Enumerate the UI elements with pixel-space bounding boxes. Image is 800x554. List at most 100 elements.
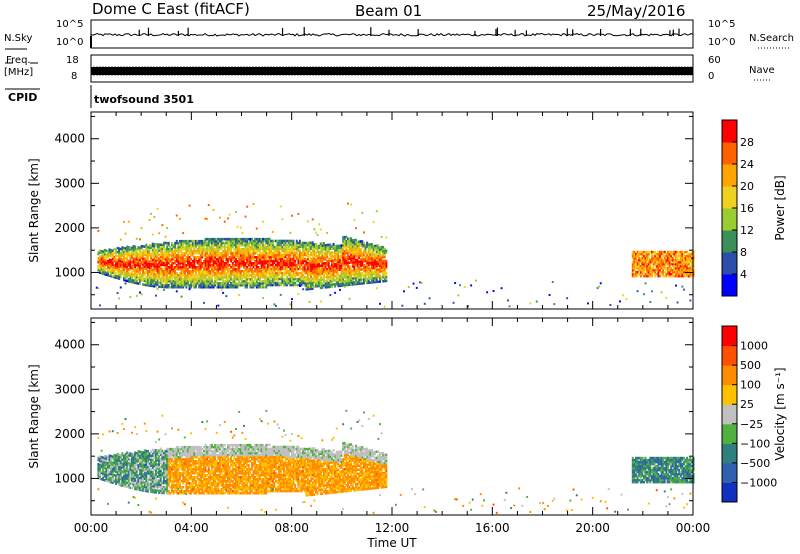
data-cell <box>150 456 153 459</box>
data-cell <box>339 264 341 267</box>
data-cell <box>145 247 148 251</box>
data-cell <box>134 249 137 252</box>
data-cell <box>633 252 636 256</box>
data-cell <box>231 237 234 241</box>
data-cell <box>643 258 645 262</box>
data-cell <box>316 274 319 278</box>
data-cell <box>353 281 356 284</box>
data-cell <box>367 267 370 270</box>
data-cell <box>113 480 116 483</box>
data-cell <box>686 260 689 264</box>
data-cell <box>102 268 105 271</box>
data-cell <box>678 252 681 256</box>
data-cell <box>212 264 215 267</box>
data-cell <box>372 256 375 260</box>
data-cell <box>119 259 122 263</box>
data-cell <box>161 245 164 249</box>
data-cell <box>332 277 335 280</box>
data-cell <box>121 462 124 465</box>
scatter-cell <box>123 221 125 223</box>
data-cell <box>151 264 154 268</box>
data-cell <box>137 268 140 271</box>
data-cell <box>219 284 221 287</box>
data-cell <box>308 263 311 267</box>
data-cell <box>159 247 162 250</box>
data-cell <box>223 268 226 271</box>
data-cell <box>198 284 201 287</box>
data-cell <box>372 254 375 258</box>
data-cell <box>239 276 242 279</box>
data-cell <box>380 270 383 273</box>
data-cell <box>337 266 340 270</box>
data-cell <box>324 284 327 287</box>
data-cell <box>204 260 207 263</box>
data-cell <box>316 258 319 262</box>
data-cell <box>185 264 188 267</box>
data-cell <box>646 264 649 268</box>
data-cell <box>127 260 130 263</box>
data-cell <box>132 261 135 264</box>
data-cell <box>124 253 127 256</box>
data-cell <box>257 254 260 257</box>
data-cell <box>377 268 380 271</box>
data-cell <box>207 278 210 281</box>
data-cell <box>353 244 356 248</box>
data-cell <box>654 268 657 272</box>
data-cell <box>670 268 673 272</box>
data-cell <box>135 255 138 259</box>
data-cell <box>348 241 351 244</box>
data-cell <box>124 471 127 474</box>
data-cell <box>633 272 636 276</box>
data-cell <box>268 237 271 241</box>
data-cell <box>161 259 164 263</box>
data-cell <box>159 261 162 264</box>
data-cell <box>366 263 369 267</box>
data-cell <box>167 272 170 275</box>
data-cell <box>281 281 284 285</box>
data-cell <box>691 256 693 260</box>
data-cell <box>155 469 157 472</box>
data-cell <box>177 243 180 247</box>
data-cell <box>102 272 105 275</box>
data-cell <box>310 273 313 277</box>
data-cell <box>171 262 173 265</box>
data-cell <box>158 259 161 262</box>
data-cell <box>203 270 205 273</box>
data-cell <box>167 284 170 287</box>
data-cell <box>361 264 364 267</box>
data-cell <box>195 270 197 273</box>
data-cell <box>119 461 122 465</box>
data-cell <box>667 270 669 274</box>
data-cell <box>102 262 105 265</box>
data-cell <box>129 470 132 473</box>
data-cell <box>281 261 284 265</box>
data-cell <box>385 279 388 283</box>
data-cell <box>225 264 228 267</box>
data-cell <box>335 258 338 262</box>
data-cell <box>223 241 226 245</box>
data-cell <box>116 250 119 254</box>
data-cell <box>287 277 290 281</box>
data-cell <box>214 276 217 279</box>
data-cell <box>633 258 636 262</box>
data-cell <box>100 249 103 253</box>
data-cell <box>265 286 268 289</box>
data-cell <box>201 254 204 257</box>
data-cell <box>121 482 124 485</box>
data-cell <box>651 274 653 278</box>
data-cell <box>99 255 101 258</box>
data-cell <box>108 264 111 267</box>
data-cell <box>270 263 273 267</box>
data-cell <box>367 263 370 266</box>
data-cell <box>263 247 266 251</box>
data-cell <box>129 482 132 485</box>
data-cell <box>348 237 351 240</box>
data-cell <box>214 260 217 263</box>
data-cell <box>321 270 324 273</box>
data-cell <box>268 243 271 247</box>
data-cell <box>655 264 658 268</box>
data-cell <box>167 278 170 281</box>
data-cell <box>359 278 362 281</box>
data-cell <box>172 258 175 261</box>
data-cell <box>105 469 108 472</box>
